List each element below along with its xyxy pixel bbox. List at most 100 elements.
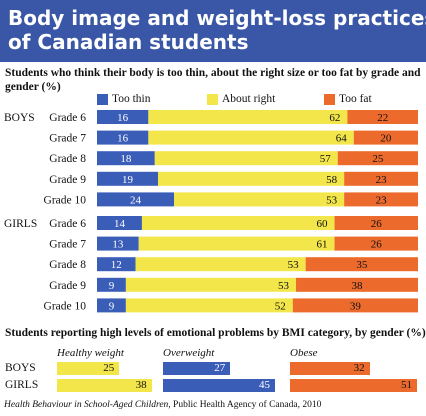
bar-obese-boys — [290, 362, 370, 375]
source-rest: , Public Health Agency of Canada, 2010 — [168, 400, 322, 410]
chart-title-line-1: Body image and weight-loss practices — [8, 6, 426, 30]
data-label-girls-grade-6-about-right: 60 — [317, 218, 329, 230]
group-label-boys: BOYS — [4, 112, 35, 124]
bar-girls-grade-7-about-right — [138, 236, 335, 251]
category-label-boys-grade-6: Grade 6 — [49, 112, 86, 124]
stacked-bar-chart: BOYS Grade 6 16 62 22 Grade 7 16 64 20 Grade 8 18 5… — [4, 110, 418, 313]
category-label-boys-grade-8: Grade 8 — [49, 153, 86, 165]
data-label-boys-grade-10-too-fat: 23 — [376, 194, 388, 206]
bar-boys-grade-6-about-right — [148, 110, 348, 124]
bar-boys-grade-9-about-right — [157, 171, 345, 186]
data-label-girls-grade-6-too-fat: 26 — [371, 218, 383, 230]
category-label-girls-grade-10: Grade 10 — [44, 300, 87, 312]
data-label-girls-grade-10-about-right: 52 — [275, 300, 286, 312]
bar-girls-grade-9-about-right — [125, 277, 297, 292]
category-label-boys-grade-9: Grade 9 — [49, 174, 86, 186]
bar-boys-grade-10-about-right — [174, 192, 345, 207]
legend-swatch-too-fat — [324, 93, 335, 105]
data-label-girls-grade-8-too-fat: 35 — [356, 259, 368, 271]
data-label-overweight-boys: 27 — [214, 362, 226, 374]
data-label-healthy-weight-boys: 25 — [103, 362, 115, 374]
legend-too-fat: Too fat — [324, 93, 372, 105]
data-label-girls-grade-7-about-right: 61 — [317, 239, 328, 251]
data-label-boys-grade-8-too-fat: 25 — [372, 153, 384, 165]
bar-boys-grade-8-about-right — [154, 151, 338, 166]
data-label-girls-grade-9-too-thin: 9 — [109, 280, 115, 292]
bar-girls-grade-6-too-fat — [334, 216, 418, 230]
bar-boys-grade-9-too-thin — [97, 171, 158, 186]
bar-healthy-weight-boys — [57, 362, 120, 375]
bar-boys-grade-10-too-thin — [97, 192, 175, 207]
data-label-girls-grade-10-too-thin: 9 — [109, 300, 115, 312]
legend-label-about-right: About right — [222, 93, 276, 105]
source-italic: Health Behaviour in School-Aged Children — [4, 400, 169, 410]
panel-label-healthy-weight: Healthy weight — [57, 347, 124, 359]
title-banner: Body image and weight-loss practices of … — [0, 0, 426, 62]
legend-about-right: About right — [207, 93, 275, 105]
bar-girls-grade-6-about-right — [141, 216, 335, 230]
data-label-girls-grade-6-too-thin: 14 — [114, 218, 126, 230]
data-label-boys-grade-7-too-fat: 20 — [380, 133, 392, 145]
bar-girls-grade-7-too-thin — [97, 236, 139, 251]
row-label-girls-bmi: GIRLS — [5, 379, 39, 391]
data-label-boys-grade-10-about-right: 53 — [326, 194, 338, 206]
data-label-girls-grade-7-too-thin: 13 — [112, 239, 124, 251]
data-label-boys-grade-6-about-right: 62 — [329, 112, 340, 124]
data-label-girls-grade-7-too-fat: 26 — [371, 239, 383, 251]
bar-girls-grade-9-too-thin — [97, 277, 126, 292]
group-label-girls: GIRLS — [4, 218, 37, 230]
category-label-girls-grade-7: Grade 7 — [49, 239, 86, 251]
data-label-boys-grade-7-too-thin: 16 — [117, 133, 129, 145]
data-label-girls-grade-9-too-fat: 38 — [352, 280, 364, 292]
bar-girls-grade-10-too-thin — [97, 298, 126, 313]
bar-boys-grade-6-too-fat — [347, 110, 418, 124]
data-label-obese-boys: 32 — [353, 362, 365, 374]
bar-healthy-weight-girls — [57, 379, 152, 392]
chart2-subtitle: Students reporting high levels of emotio… — [5, 327, 426, 339]
bar-girls-grade-6-too-thin — [97, 216, 142, 230]
panel-label-overweight: Overweight — [163, 347, 215, 359]
category-label-girls-grade-6: Grade 6 — [49, 218, 86, 230]
bar-girls-grade-8-too-thin — [97, 257, 136, 272]
category-label-girls-grade-9: Grade 9 — [49, 280, 86, 292]
data-label-girls-grade-10-too-fat: 39 — [350, 300, 362, 312]
data-label-boys-grade-6-too-thin: 16 — [117, 112, 129, 124]
data-label-boys-grade-9-too-fat: 23 — [376, 174, 388, 186]
legend-label-too-thin: Too thin — [112, 93, 151, 105]
row-label-boys-bmi: BOYS — [5, 362, 36, 374]
bar-boys-grade-9-too-fat — [344, 171, 418, 186]
data-label-girls-grade-8-about-right: 53 — [288, 259, 300, 271]
data-label-boys-grade-7-about-right: 64 — [336, 133, 348, 145]
bar-girls-grade-7-too-fat — [334, 236, 418, 251]
data-label-girls-grade-8-too-thin: 12 — [111, 259, 122, 271]
chart-title-line-2: of Canadian students — [8, 30, 249, 54]
data-label-boys-grade-9-about-right: 58 — [326, 174, 338, 186]
data-label-boys-grade-8-about-right: 57 — [320, 153, 332, 165]
data-label-boys-grade-9-too-thin: 19 — [122, 174, 134, 186]
data-label-girls-grade-9-about-right: 53 — [278, 280, 290, 292]
bar-boys-grade-7-too-thin — [97, 130, 149, 145]
panel-label-obese: Obese — [290, 347, 318, 359]
bar-boys-grade-8-too-thin — [97, 151, 155, 166]
source-note: Health Behaviour in School-Aged Children… — [4, 400, 321, 410]
category-label-boys-grade-7: Grade 7 — [49, 133, 86, 145]
bar-girls-grade-10-too-fat — [292, 298, 418, 313]
bar-obese-girls — [290, 379, 417, 392]
legend-too-thin: Too thin — [97, 93, 151, 105]
data-label-obese-girls: 51 — [401, 379, 412, 391]
data-label-boys-grade-8-too-thin: 18 — [120, 153, 132, 165]
bar-boys-grade-6-too-thin — [97, 110, 149, 124]
bar-girls-grade-10-about-right — [125, 298, 293, 313]
data-label-healthy-weight-girls: 38 — [135, 379, 147, 391]
category-label-girls-grade-8: Grade 8 — [49, 259, 86, 271]
bar-boys-grade-7-too-fat — [353, 130, 418, 145]
data-label-boys-grade-6-too-fat: 22 — [377, 112, 388, 124]
bar-girls-grade-8-too-fat — [305, 257, 418, 272]
bar-boys-grade-7-about-right — [148, 130, 354, 145]
category-label-boys-grade-10: Grade 10 — [44, 194, 87, 206]
bar-girls-grade-9-too-fat — [296, 277, 418, 292]
bar-girls-grade-8-about-right — [135, 257, 306, 272]
bar-boys-grade-8-too-fat — [337, 151, 418, 166]
bar-boys-grade-10-too-fat — [344, 192, 418, 207]
data-label-overweight-girls: 45 — [259, 379, 271, 391]
